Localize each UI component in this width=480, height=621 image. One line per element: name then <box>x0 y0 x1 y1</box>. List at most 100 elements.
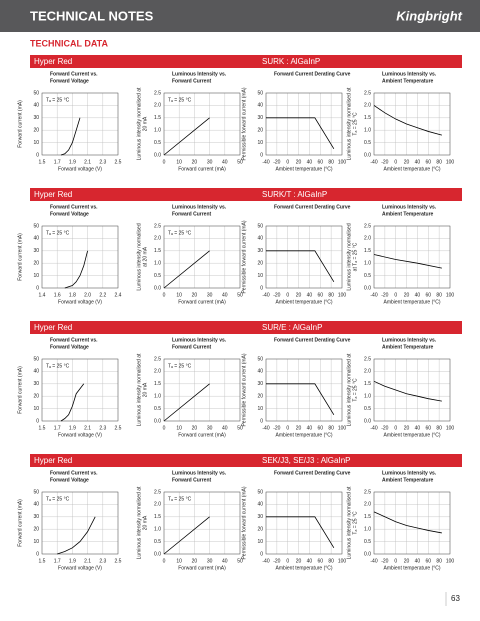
x-tick-label: 80 <box>328 425 334 431</box>
y-tick-label: 50 <box>257 489 263 495</box>
y-tick-label: 20 <box>257 261 263 267</box>
y-tick-label: 40 <box>257 502 263 508</box>
x-axis-label: Forward current (mA) <box>178 565 226 571</box>
y-axis-label: Permissible forward current (mA) <box>241 486 247 559</box>
x-tick-label: 20 <box>192 159 198 165</box>
y-tick-label: 20 <box>257 527 263 533</box>
y-tick-label: 30 <box>257 514 263 520</box>
y-tick-label: 40 <box>33 369 39 375</box>
chart-title: Forward Voltage <box>50 477 89 483</box>
x-tick-label: 50 <box>237 292 243 298</box>
x-tick-label: 80 <box>436 292 442 298</box>
section-name: Hyper Red <box>34 190 72 199</box>
y-tick-label: 1.0 <box>364 394 371 400</box>
data-line <box>373 511 442 534</box>
chart-title: Ambient Temperature <box>382 78 434 84</box>
x-tick-label: 0 <box>163 159 166 165</box>
chart-title: Forward Current <box>172 477 212 483</box>
x-tick-label: -40 <box>262 425 269 431</box>
data-line <box>60 117 81 156</box>
y-tick-label: 2.0 <box>154 236 161 242</box>
annotation: Tₐ = 25 °C <box>168 363 192 369</box>
x-tick-label: 40 <box>222 425 228 431</box>
x-tick-label: 0 <box>394 159 397 165</box>
y-tick-label: 1.5 <box>364 115 371 121</box>
x-tick-label: 1.6 <box>54 292 61 298</box>
x-tick-label: 2.1 <box>84 558 91 564</box>
plot-frame <box>163 225 241 289</box>
data-line <box>373 105 442 136</box>
y-tick-label: 0 <box>260 418 263 424</box>
chart-title: Ambient Temperature <box>382 477 434 483</box>
x-tick-label: -20 <box>381 558 388 564</box>
y-tick-label: 50 <box>257 223 263 229</box>
chart-title: Luminous Intensity vs. <box>382 204 437 210</box>
y-tick-label: 1.5 <box>364 381 371 387</box>
x-tick-label: 2.5 <box>115 159 122 165</box>
x-tick-label: -40 <box>370 558 377 564</box>
x-tick-label: -40 <box>262 159 269 165</box>
y-tick-label: 1.5 <box>154 514 161 520</box>
x-tick-label: 40 <box>415 425 421 431</box>
y-tick-label: 1.0 <box>154 128 161 134</box>
chart-title: Luminous Intensity vs. <box>382 71 437 77</box>
chart-title: Ambient Temperature <box>382 344 434 350</box>
y-axis-label: Luminous intensity normalised <box>136 223 142 290</box>
plot-frame <box>41 92 119 156</box>
x-tick-label: 2.5 <box>115 425 122 431</box>
x-tick-label: -40 <box>262 292 269 298</box>
y-tick-label: 30 <box>33 248 39 254</box>
x-tick-label: 2.4 <box>115 292 122 298</box>
section-name: Hyper Red <box>34 456 72 465</box>
x-tick-label: 20 <box>296 292 302 298</box>
chart-title: Forward Current Derating Curve <box>274 204 351 210</box>
y-tick-label: 10 <box>33 406 39 412</box>
x-tick-label: 30 <box>207 292 213 298</box>
x-axis-label: Forward voltage (V) <box>58 299 102 305</box>
y-axis-label: 20 mA <box>142 515 148 530</box>
y-tick-label: 10 <box>33 273 39 279</box>
x-tick-label: 80 <box>328 159 334 165</box>
x-tick-label: 40 <box>307 159 313 165</box>
x-tick-label: 20 <box>296 558 302 564</box>
y-tick-label: 0 <box>260 152 263 158</box>
y-tick-label: 2.5 <box>364 223 371 229</box>
x-axis-label: Ambient temperature (°C) <box>383 299 440 305</box>
section-part: SUR/E : AlGaInP <box>262 323 322 332</box>
y-tick-label: 50 <box>257 90 263 96</box>
x-tick-label: 20 <box>404 292 410 298</box>
y-tick-label: 2.0 <box>364 502 371 508</box>
x-tick-label: 0 <box>163 425 166 431</box>
x-tick-label: 60 <box>426 292 432 298</box>
y-axis-label: Tₐ = 25 °C <box>352 112 358 136</box>
x-tick-label: 2.1 <box>84 159 91 165</box>
chart-title: Luminous Intensity vs. <box>172 337 227 343</box>
x-axis-label: Ambient temperature (°C) <box>383 166 440 172</box>
x-tick-label: 60 <box>318 159 324 165</box>
y-tick-label: 0.0 <box>364 152 371 158</box>
x-tick-label: 20 <box>192 558 198 564</box>
y-tick-label: 0.0 <box>154 285 161 291</box>
y-tick-label: 30 <box>257 248 263 254</box>
y-axis-label: Permissible forward current (mA) <box>241 353 247 426</box>
x-axis-label: Forward current (mA) <box>178 166 226 172</box>
header-bar <box>0 0 480 32</box>
data-line <box>373 254 442 269</box>
section-name: Hyper Red <box>34 57 72 66</box>
x-tick-label: 20 <box>296 425 302 431</box>
x-tick-label: 100 <box>338 159 347 165</box>
y-tick-label: 0.0 <box>364 551 371 557</box>
plot-frame <box>373 225 451 289</box>
x-tick-label: 10 <box>176 558 182 564</box>
y-tick-label: 1.0 <box>154 527 161 533</box>
y-tick-label: 0.0 <box>364 285 371 291</box>
y-tick-label: 1.5 <box>154 381 161 387</box>
x-axis-label: Forward current (mA) <box>178 432 226 438</box>
y-tick-label: 0.5 <box>364 539 371 545</box>
y-tick-label: 0.0 <box>364 418 371 424</box>
y-tick-label: 2.0 <box>154 502 161 508</box>
x-tick-label: 0 <box>286 425 289 431</box>
x-tick-label: -20 <box>381 425 388 431</box>
y-tick-label: 1.0 <box>364 527 371 533</box>
y-tick-label: 30 <box>33 115 39 121</box>
